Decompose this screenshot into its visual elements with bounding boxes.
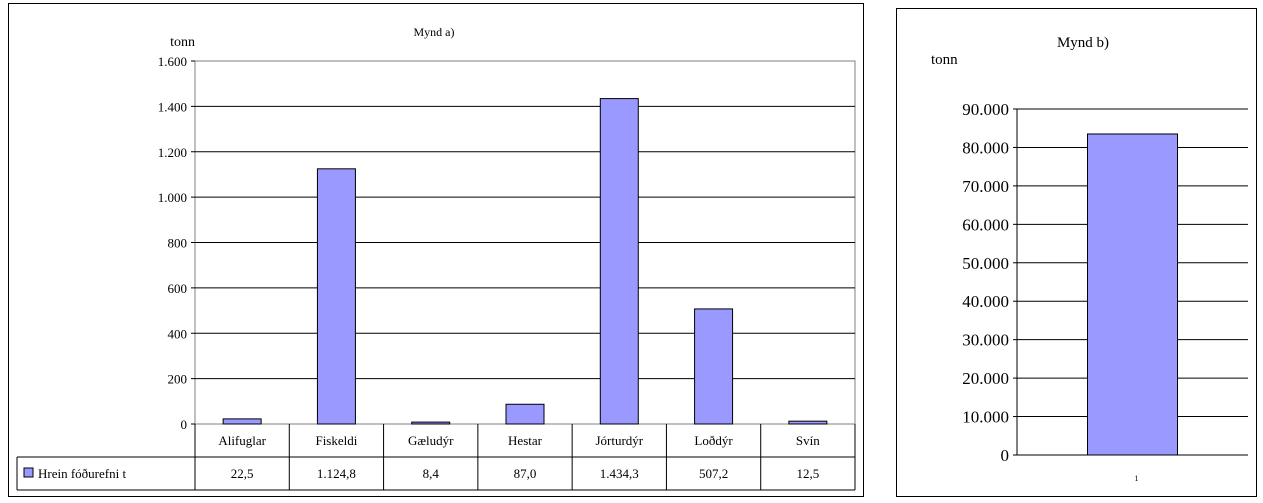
chart-b-y-tick-label: 90.000 — [962, 100, 1009, 119]
chart-a-bar — [505, 403, 545, 425]
chart-b-y-tick-label: 60.000 — [962, 215, 1009, 234]
chart-b-y-tick-label: 70.000 — [962, 177, 1009, 196]
chart-a-category-label: Alifuglar — [218, 433, 266, 448]
chart-a-category-label: Fiskeldi — [315, 433, 357, 448]
chart-b-svg: Mynd b) tonn 0 10.000 20.000 30.000 40.000 50.0… — [931, 35, 1248, 483]
chart-b-title: Mynd b) — [1057, 35, 1109, 51]
chart-a-data-label: 1.434,3 — [600, 466, 639, 481]
chart-a-bar — [222, 418, 262, 425]
chart-a-category-label: Loðdýr — [694, 433, 733, 448]
chart-a-data-label: 87,0 — [514, 466, 537, 481]
chart-a-category-label: Hestar — [508, 433, 543, 448]
chart-a-bar — [316, 168, 356, 425]
chart-a-title: Mynd a) — [414, 25, 455, 39]
chart-b-y-tick-label: 80.000 — [962, 138, 1009, 157]
chart-a-category-label: Jórturdýr — [595, 433, 643, 448]
chart-a-data-label: 22,5 — [231, 466, 254, 481]
chart-b-panel: Mynd b) tonn 0 10.000 20.000 30.000 40.000 50.0… — [896, 8, 1257, 497]
chart-b-y-tick-label: 30.000 — [962, 331, 1009, 350]
chart-a-data-label: 8,4 — [423, 466, 440, 481]
chart-a-category-label: Svín — [796, 433, 820, 448]
chart-a-y-tick-label: 800 — [168, 236, 188, 251]
chart-b-ylabel: tonn — [931, 52, 958, 68]
chart-a-y-tick-label: 1.200 — [158, 145, 187, 160]
chart-a-y-tick-label: 400 — [168, 326, 188, 341]
chart-a-legend-swatch — [23, 467, 34, 478]
chart-a-y-tick-label: 1.400 — [158, 99, 187, 114]
chart-b-y-tick-label: 0 — [1001, 446, 1010, 465]
chart-b-y-tick-label: 10.000 — [962, 408, 1009, 427]
chart-b-bar — [1087, 133, 1178, 456]
chart-a-y-tick-label: 0 — [181, 417, 188, 432]
chart-a-bar — [599, 98, 639, 425]
chart-a-data-label: 1.124,8 — [317, 466, 356, 481]
chart-a-y-tick-label: 600 — [168, 281, 188, 296]
chart-b-y-tick-label: 20.000 — [962, 369, 1009, 388]
chart-a-data-label: 507,2 — [699, 466, 728, 481]
chart-a-panel: Mynd a) tonn 0 200 400 600 800 1.000 1.200 1.400 1… — [8, 3, 864, 497]
chart-a-y-tick-label: 1.600 — [158, 54, 187, 69]
chart-a-bar — [411, 421, 451, 425]
chart-a-ylabel: tonn — [170, 35, 195, 50]
chart-b-y-tick-label: 40.000 — [962, 292, 1009, 311]
chart-a-category-label: Gæludýr — [408, 433, 454, 448]
chart-a-legend-label: Hrein fóðurefni t — [38, 466, 126, 481]
chart-a-svg: Mynd a) tonn 0 200 400 600 800 1.000 1.200 1.400 1… — [16, 25, 856, 491]
chart-b-category-label: 1 — [1135, 474, 1139, 483]
chart-a-y-tick-label: 200 — [168, 372, 188, 387]
chart-a-data-label: 12,5 — [796, 466, 819, 481]
chart-a-bar — [788, 420, 828, 425]
chart-b-y-tick-label: 50.000 — [962, 254, 1009, 273]
chart-a-y-tick-label: 1.000 — [158, 190, 187, 205]
chart-a-bar — [694, 308, 734, 425]
